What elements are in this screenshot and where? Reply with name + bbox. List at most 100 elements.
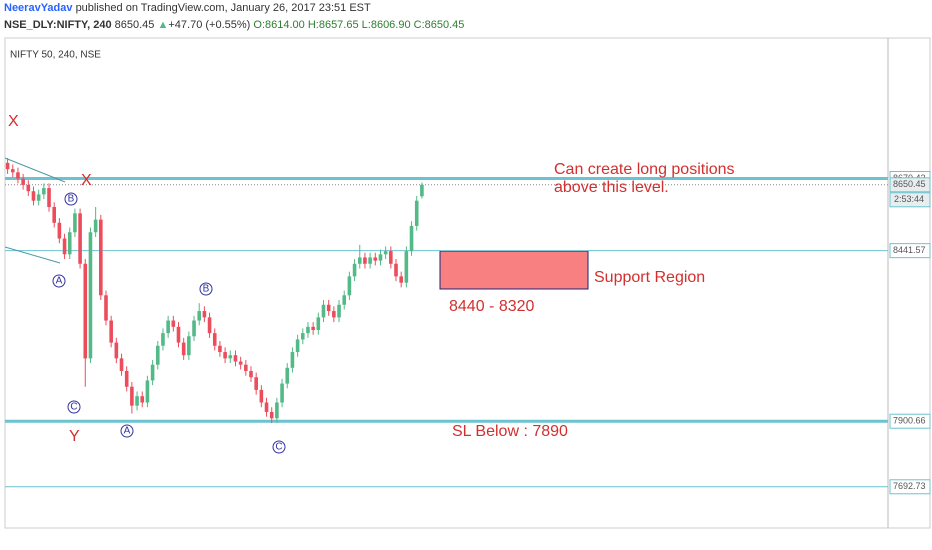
candle-body [109,320,113,343]
price-label-box [889,413,931,429]
price-label: 8441.57 [893,245,926,255]
note: above this level. [554,179,669,196]
price-label: 7900.66 [893,416,926,426]
candle-body [409,225,414,252]
wave-label: B [203,284,210,295]
candle-body [233,355,238,362]
wave-label: X [8,113,19,130]
last-price: 8650.45 [114,19,155,31]
candle-body [171,320,176,327]
trend-line [4,246,61,264]
candle-body [31,191,36,201]
candle-body [264,402,269,412]
candle-body [285,367,290,384]
candle-body [21,178,25,185]
note: Can create long positions [554,161,735,178]
candle-body [321,304,326,318]
candle-body [73,213,77,233]
candle-body [414,200,419,226]
candle-body [316,317,321,330]
candle-body [197,311,202,321]
candle-body [373,257,378,261]
candle-body [311,326,315,330]
price-label-box [889,479,931,495]
candle-body [389,251,393,264]
candle-body [36,194,41,201]
candle-body [420,184,424,197]
candle-body [67,232,72,255]
candle-body [228,355,233,359]
candle-body [130,386,134,406]
circle [52,274,66,288]
price-label-box [889,177,931,193]
candle-body [394,263,398,277]
candle-body [5,162,10,170]
candle-body [259,389,264,403]
circle [199,282,213,296]
candle-body [306,326,310,334]
candle-body [83,263,88,359]
support-zone [439,250,589,290]
candle-body [78,213,82,264]
candle-body [10,169,15,173]
ohlc: O:8614.00 [253,19,305,31]
circle [272,440,286,454]
candle-body [238,361,243,365]
candle-body [300,333,305,340]
wave-label: C [70,402,77,413]
candle-body [249,370,253,378]
header: NeeravYadav published on TradingView.com… [4,0,928,36]
price-label: 8650.45 [893,179,926,189]
wave-label: A [56,276,63,287]
wave-label: X [81,172,92,189]
symbol: NSE_DLY:NIFTY, 240 [4,19,112,31]
candle-body [326,304,331,312]
candle-body [155,345,160,365]
countdown: 2:53:44 [894,194,924,204]
circle [120,424,134,438]
candle-body [16,172,20,179]
chart-title: NIFTY 50, 240, NSE [10,50,101,61]
candle-body [26,184,31,192]
author[interactable]: NeeravYadav [4,2,73,14]
header-line: NeeravYadav published on TradingView.com… [4,0,928,17]
note: Support Region [594,269,705,286]
candle-body [269,411,274,419]
candle-body [140,396,145,403]
candle-body [347,276,352,296]
candle-body [404,251,409,283]
wave-label: Y [69,428,80,445]
candle-body [223,352,227,359]
wave-label: A [124,426,131,437]
candle-body [192,320,196,337]
candle-body [135,396,139,406]
trend-line [4,157,66,183]
candle-body [352,263,357,277]
candle-body [150,364,155,381]
candle-body [42,188,46,195]
candle-body [295,339,300,353]
arrow: ▲ [157,19,169,31]
circle [67,400,81,414]
circled-labels [52,192,286,454]
candle-body [290,352,295,368]
price-label-box [889,243,931,259]
candle-body [244,364,248,371]
candle-body [187,336,191,356]
candle-body [57,222,62,239]
candle-body [368,257,372,264]
candle-body [47,188,51,208]
candle-body [207,317,212,334]
candle-body [124,370,129,387]
header-line: NSE_DLY:NIFTY, 240 8650.45 ▲+47.70 (+0.5… [4,17,928,34]
candle-body [114,342,119,359]
candle-body [212,333,217,346]
candle-body [357,257,362,264]
note: SL Below : 7890 [452,423,568,440]
candle-body [218,345,222,353]
ohlc: C:8650.45 [413,19,465,31]
candle-body [88,232,93,359]
candle-body [62,238,67,255]
